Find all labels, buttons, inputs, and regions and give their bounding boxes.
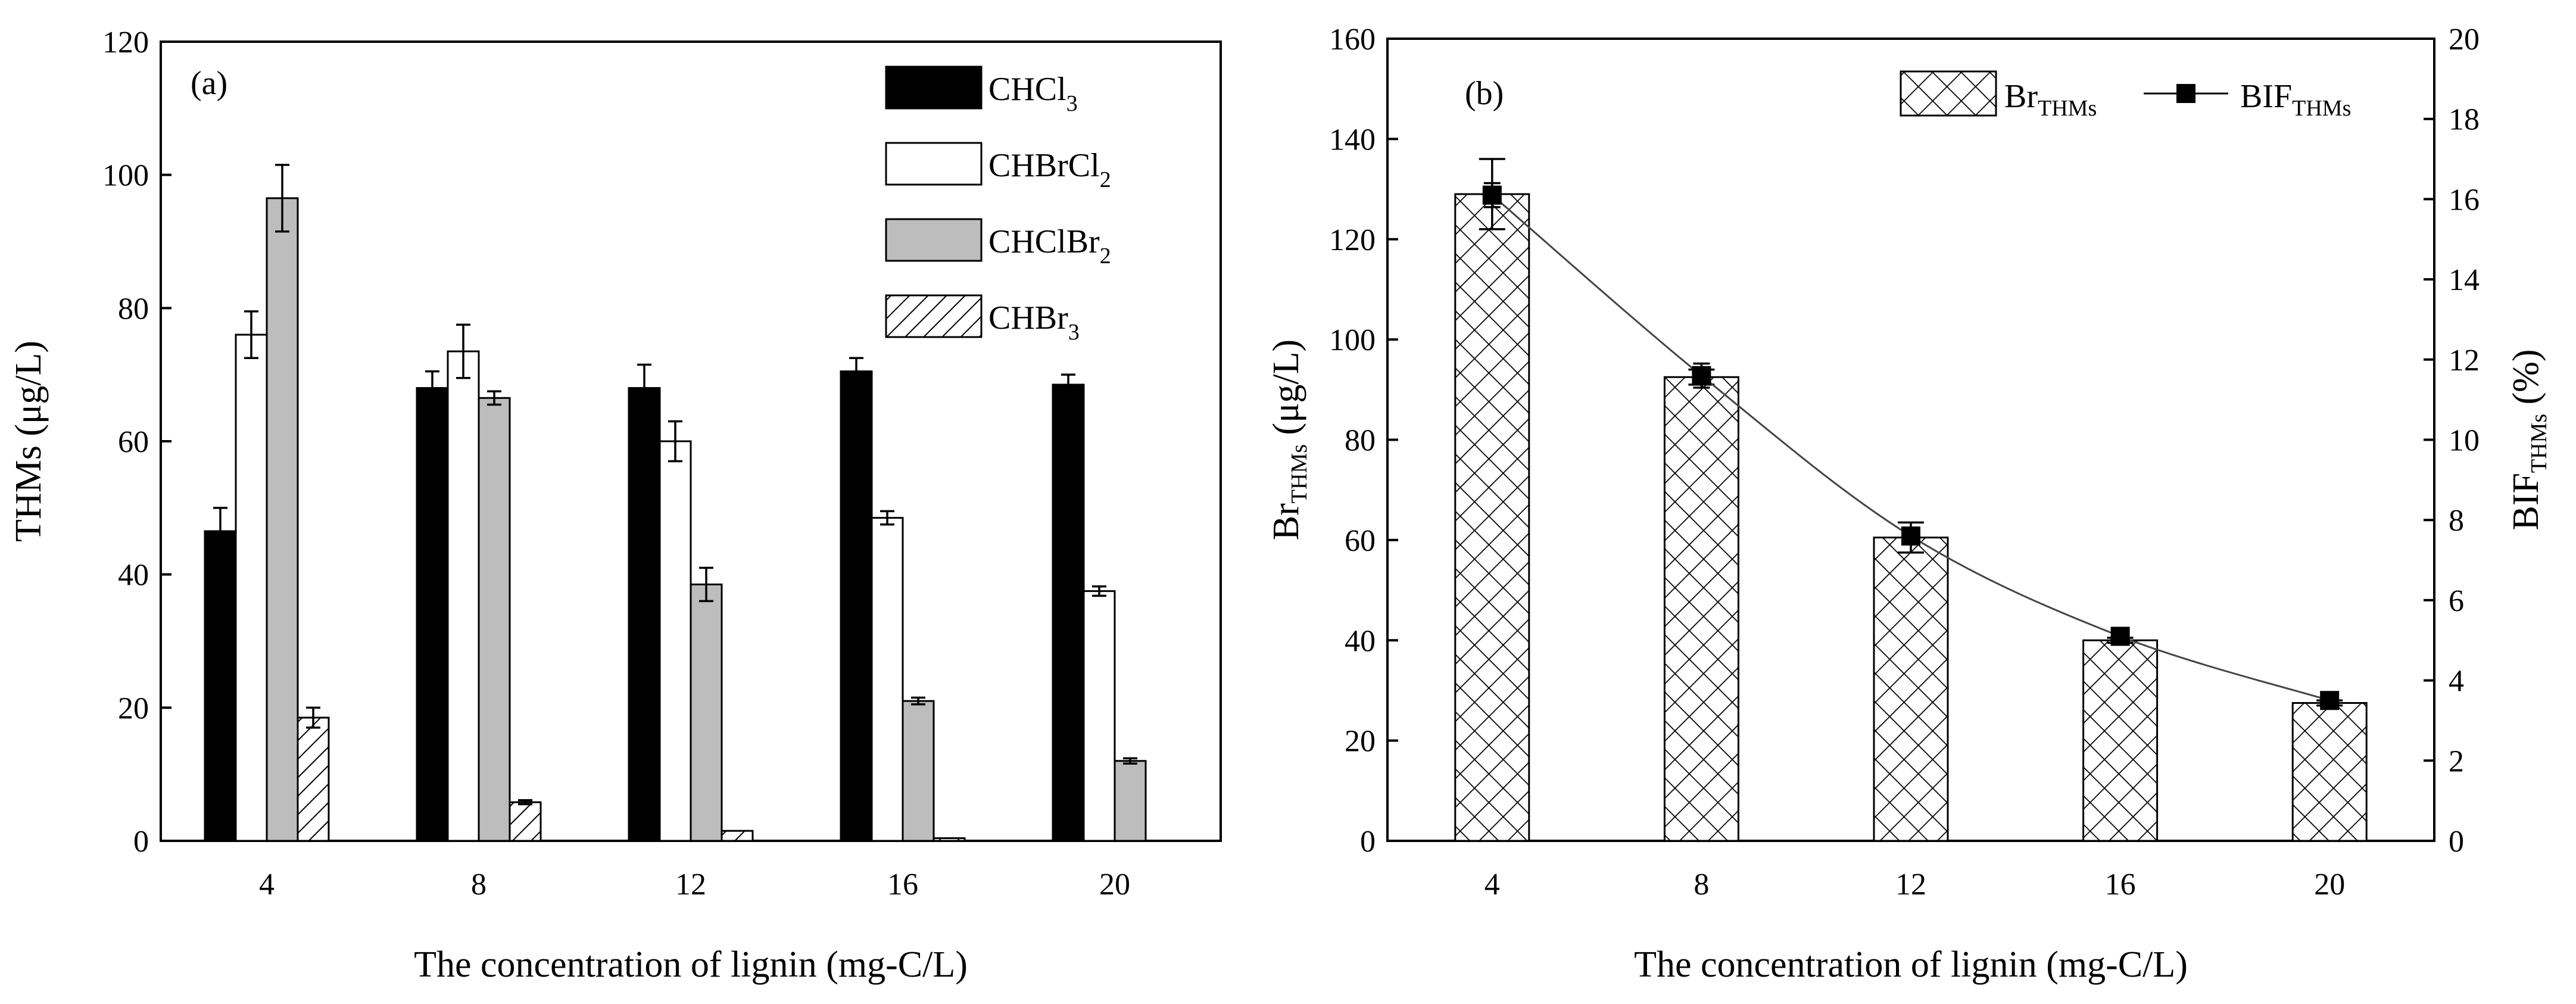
x-tick-label: 12 (675, 868, 706, 902)
bar-br-thms-8 (1663, 376, 1739, 842)
x-axis-label: The concentration of lignin (mg-C/L) (414, 944, 968, 985)
x-tick-label: 4 (1485, 868, 1500, 902)
legend-swatch-br-thms (1900, 70, 1997, 117)
y2-tick-label: 8 (2449, 504, 2464, 538)
bar-chbr3-16 (933, 837, 966, 842)
chart-panel-a: 0 20 40 60 80 100 120 4 8 12 16 20 The concentration… (8, 26, 1222, 985)
bar-chcl3-20 (1052, 383, 1085, 842)
y-tick-label: 20 (118, 691, 149, 725)
y-axis-label: THMs (μg/L) (8, 341, 49, 542)
y-tick-label: 100 (1329, 323, 1376, 357)
bar-chclbr2-12 (690, 583, 723, 842)
legend-swatch (885, 218, 983, 262)
y-tick-label: 120 (102, 26, 149, 60)
y-tick-label: 40 (118, 559, 149, 593)
chart-panel-b: 0 20 40 60 80 100 120 140 160 0 2 4 6 8 10 12 14 16 18 20 4 8… (1266, 23, 2552, 985)
legend-entry-label: BIFTHMs (2240, 78, 2351, 121)
x-tick-label: 16 (887, 868, 918, 902)
legend-entry-label: BrTHMs (2004, 78, 2097, 121)
marker-bif-thms-8 (1692, 366, 1711, 385)
x-tick-label: 4 (259, 868, 275, 902)
y2-axis-label: BIFTHMs (%) (2506, 349, 2552, 530)
y2-tick-label: 2 (2449, 744, 2464, 778)
marker-bif-thms-20 (2320, 691, 2340, 710)
y-tick-label: 0 (133, 825, 149, 859)
y-tick-label: 100 (102, 159, 149, 193)
legend-swatch (885, 142, 983, 186)
y2-tick-label: 14 (2449, 263, 2480, 297)
bar-chcl3-4 (204, 530, 237, 842)
bar-br-thms-12 (1873, 537, 1949, 842)
y-tick-label: 160 (1329, 23, 1376, 57)
y2-tick-label: 4 (2449, 665, 2464, 699)
y-tick-label: 60 (1345, 524, 1376, 558)
y2-tick-label: 6 (2449, 584, 2464, 618)
y-tick-label: 140 (1329, 123, 1376, 157)
y-axis-label: BrTHMs (μg/L) (1266, 339, 1312, 540)
panel-label: (b) (1465, 75, 1504, 112)
bar-chclbr2-4 (266, 197, 299, 842)
bar-chbrcl2-12 (659, 440, 692, 842)
marker-bif-thms-4 (1482, 185, 1502, 205)
legend-marker-bif-thms (2176, 84, 2195, 103)
x-tick-label: 16 (2105, 868, 2136, 902)
x-tick-label: 12 (1895, 868, 1926, 902)
bar-br-thms-20 (2291, 701, 2368, 842)
bar-chbr3-12 (721, 830, 754, 842)
y2-tick-label: 12 (2449, 344, 2480, 378)
y2-tick-label: 0 (2449, 825, 2464, 859)
legend-entry-label: CHCl3 (988, 71, 1078, 116)
bar-chclbr2-20 (1114, 760, 1147, 842)
y2-tick-label: 16 (2449, 183, 2480, 217)
x-tick-label: 8 (471, 868, 486, 902)
x-tick-label: 8 (1694, 868, 1709, 902)
bar-chbrcl2-20 (1083, 590, 1116, 842)
y-tick-label: 60 (118, 425, 149, 459)
bar-br-thms-4 (1454, 193, 1530, 842)
y-tick-label: 80 (1345, 424, 1376, 458)
y-tick-label: 40 (1345, 624, 1376, 658)
y-tick-label: 80 (118, 292, 149, 326)
bar-chbrcl2-16 (871, 517, 904, 842)
y2-tick-label: 10 (2449, 424, 2480, 458)
bar-chbrcl2-8 (447, 350, 480, 842)
legend-swatch (885, 66, 983, 110)
bar-chcl3-12 (628, 387, 661, 842)
y-tick-label: 0 (1360, 825, 1376, 859)
bar-chclbr2-8 (478, 397, 511, 842)
y-tick-label: 120 (1329, 223, 1376, 257)
bar-chcl3-16 (840, 370, 873, 842)
bar-chbrcl2-4 (235, 333, 268, 842)
bar-chbr3-8 (509, 801, 542, 842)
x-tick-label: 20 (2314, 868, 2345, 902)
y2-tick-label: 20 (2449, 23, 2480, 57)
y-tick-label: 20 (1345, 725, 1376, 759)
legend-entry-label: CHBrCl2 (988, 147, 1111, 192)
y2-tick-label: 18 (2449, 103, 2480, 137)
legend-swatch (885, 294, 983, 338)
x-axis-label: The concentration of lignin (mg-C/L) (1634, 944, 2188, 985)
bar-br-thms-16 (2082, 639, 2159, 842)
x-tick-label: 20 (1099, 868, 1130, 902)
legend: CHCl3 CHBrCl2 CHClBr2 CHBr3 (885, 66, 1111, 345)
legend-entry-label: CHBr3 (988, 300, 1080, 345)
panel-label: (a) (191, 65, 227, 102)
bar-chbr3-4 (297, 716, 330, 842)
legend: BrTHMs BIFTHMs (1900, 70, 2351, 121)
bar-chcl3-8 (416, 387, 449, 842)
legend-entry-label: CHClBr2 (988, 223, 1111, 269)
bar-chclbr2-16 (902, 700, 935, 842)
marker-bif-thms-16 (2110, 626, 2130, 646)
marker-bif-thms-12 (1901, 526, 1920, 546)
